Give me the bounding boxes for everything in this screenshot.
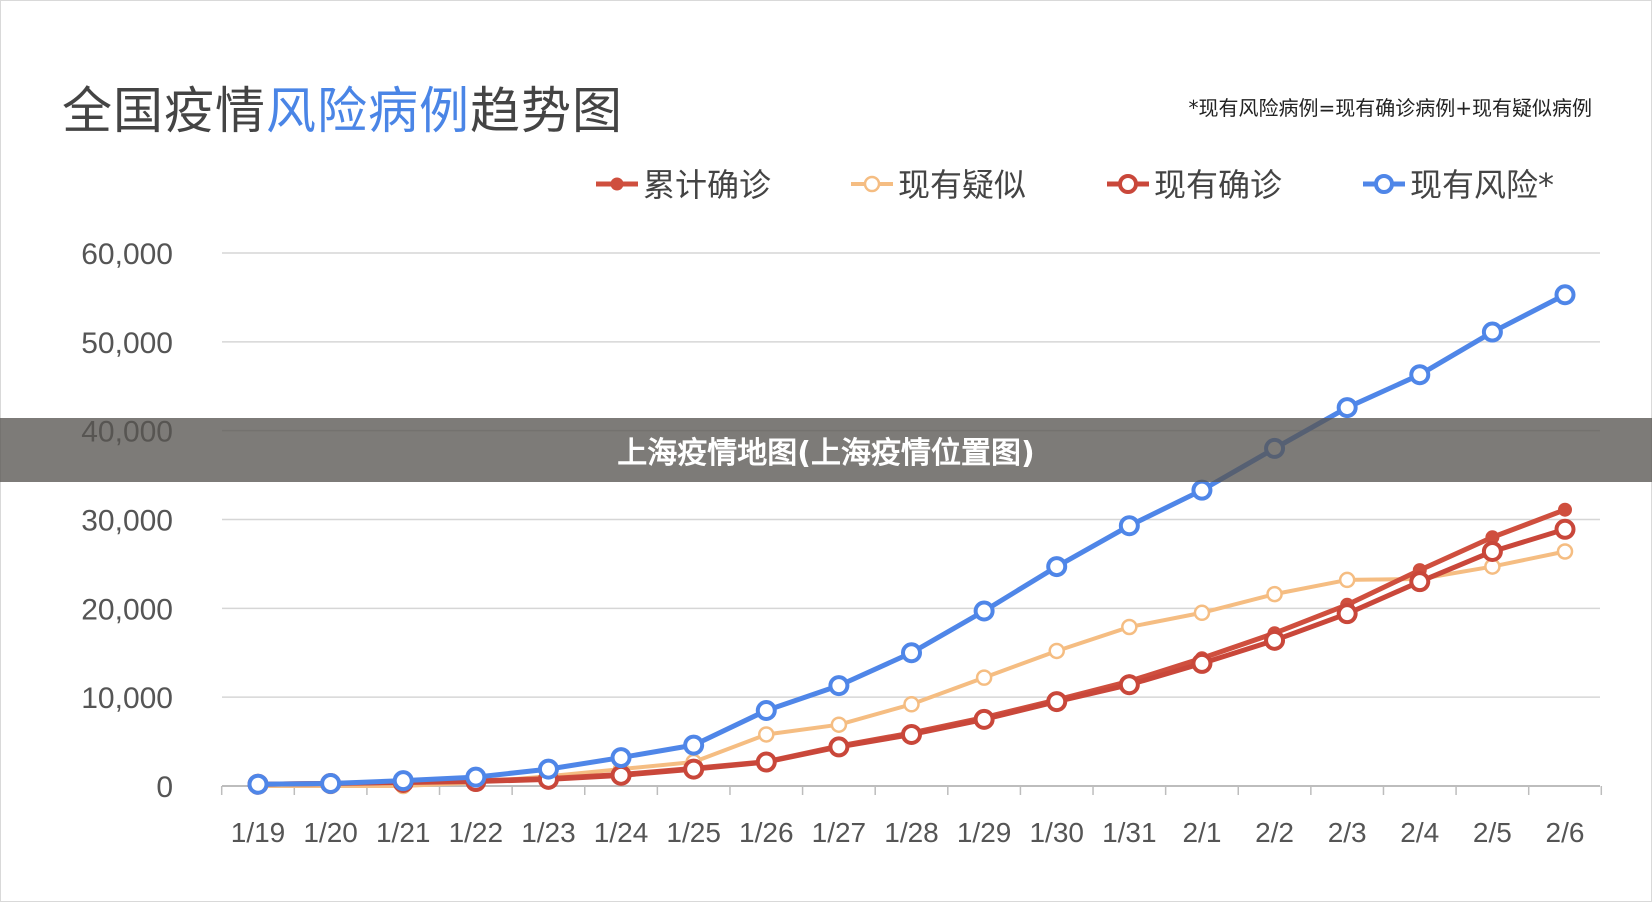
chart-footnote: *现有风险病例=现有确诊病例+现有疑似病例 — [1188, 96, 1592, 120]
data-point — [1554, 284, 1576, 306]
x-tick-label: 2/5 — [1473, 817, 1512, 848]
caption-banner: 上海疫情地图(上海疫情位置图) — [0, 418, 1652, 482]
data-point — [537, 758, 559, 780]
legend-marker — [610, 177, 624, 191]
data-point — [1191, 479, 1213, 501]
y-tick-label: 10,000 — [81, 682, 173, 715]
chart-title: 全国疫情风险病例趋势图 — [62, 78, 623, 144]
x-tick-label: 1/25 — [666, 817, 721, 848]
x-tick-label: 1/23 — [521, 817, 576, 848]
data-point — [1046, 556, 1068, 578]
data-point — [1048, 642, 1065, 660]
data-point — [1118, 515, 1140, 537]
y-tick-label: 0 — [156, 771, 173, 804]
data-point — [828, 736, 850, 758]
x-tick-label: 1/24 — [594, 817, 649, 848]
legend-label: 现有确诊 — [1154, 166, 1282, 204]
data-point — [1118, 674, 1140, 696]
series-line — [258, 549, 1566, 788]
legend-marker — [1118, 174, 1138, 194]
legend-label: 累计确诊 — [643, 166, 771, 204]
data-point — [1046, 691, 1068, 713]
series-risk — [247, 284, 1576, 795]
legend-marker — [863, 175, 881, 193]
data-point — [1193, 604, 1211, 622]
series-suspected — [249, 543, 1574, 795]
x-tick-label: 2/4 — [1400, 817, 1439, 848]
y-tick-label: 30,000 — [81, 505, 173, 538]
legend-label: 现有风险* — [1410, 166, 1554, 204]
legend-item-suspected: 现有疑似 — [851, 166, 1026, 204]
data-point — [1556, 543, 1574, 560]
legend-item-current_confirmed: 现有确诊 — [1107, 166, 1282, 204]
y-tick-label: 50,000 — [81, 327, 173, 360]
x-tick-label: 1/26 — [739, 817, 794, 848]
data-point — [1336, 397, 1358, 419]
x-tick-label: 1/20 — [303, 817, 358, 848]
x-tick-label: 2/2 — [1255, 817, 1294, 848]
data-point — [973, 708, 995, 730]
data-point — [1121, 618, 1138, 636]
series-group — [247, 284, 1576, 795]
legend-marker — [1374, 174, 1394, 194]
data-point — [1338, 571, 1356, 589]
title-part1: 全国疫情 — [62, 82, 266, 140]
data-point — [392, 770, 414, 792]
x-tick-label: 2/1 — [1182, 817, 1221, 848]
data-point — [830, 716, 848, 733]
data-point — [903, 696, 920, 713]
data-point — [758, 726, 775, 743]
legend-label: 现有疑似 — [898, 166, 1026, 204]
data-point — [975, 669, 993, 686]
data-point — [247, 773, 269, 795]
data-point — [1409, 364, 1431, 386]
data-point — [1481, 321, 1503, 343]
data-point — [1554, 518, 1576, 540]
x-tick-label: 2/3 — [1328, 817, 1367, 848]
data-point — [1191, 652, 1213, 674]
legend-item-cumulative: 累计确诊 — [596, 166, 771, 204]
data-point — [683, 734, 705, 756]
x-axis: 1/19 1/20 1/21 1/22 1/23 1/24 1/25 1/26 1/27 1/28… — [220, 785, 1603, 848]
x-tick-label: 1/19 — [231, 817, 286, 848]
x-tick-label: 1/29 — [957, 817, 1012, 848]
data-point — [755, 751, 777, 773]
y-tick-label: 20,000 — [81, 593, 173, 626]
data-point — [1481, 540, 1503, 562]
data-point — [1266, 585, 1283, 603]
data-point — [465, 766, 487, 788]
caption-text: 上海疫情地图(上海疫情位置图) — [617, 436, 1035, 471]
x-tick-label: 2/6 — [1546, 817, 1585, 848]
data-point — [320, 773, 342, 795]
legend-item-risk: 现有风险* — [1363, 166, 1554, 204]
data-point — [755, 699, 777, 721]
data-point — [610, 747, 632, 769]
x-tick-label: 1/30 — [1029, 817, 1084, 848]
data-point — [901, 723, 922, 745]
data-point — [1409, 571, 1431, 593]
data-point — [683, 758, 705, 780]
data-point — [828, 675, 850, 697]
data-point — [1264, 629, 1286, 651]
data-point — [610, 764, 632, 786]
data-point — [1336, 603, 1358, 625]
title-highlight: 风险病例 — [266, 82, 470, 140]
y-tick-label: 60,000 — [81, 238, 173, 271]
x-tick-label: 1/27 — [812, 817, 867, 848]
x-tick-label: 1/21 — [376, 817, 431, 848]
legend: 累计确诊 现有疑似 现有确诊 现有风险* — [596, 166, 1554, 204]
data-point — [901, 642, 922, 664]
x-tick-label: 1/22 — [449, 817, 504, 848]
x-tick-label: 1/28 — [884, 817, 939, 848]
data-point — [973, 600, 995, 622]
title-part3: 趋势图 — [470, 82, 623, 140]
data-point — [1558, 502, 1572, 517]
x-tick-label: 1/31 — [1102, 817, 1157, 848]
